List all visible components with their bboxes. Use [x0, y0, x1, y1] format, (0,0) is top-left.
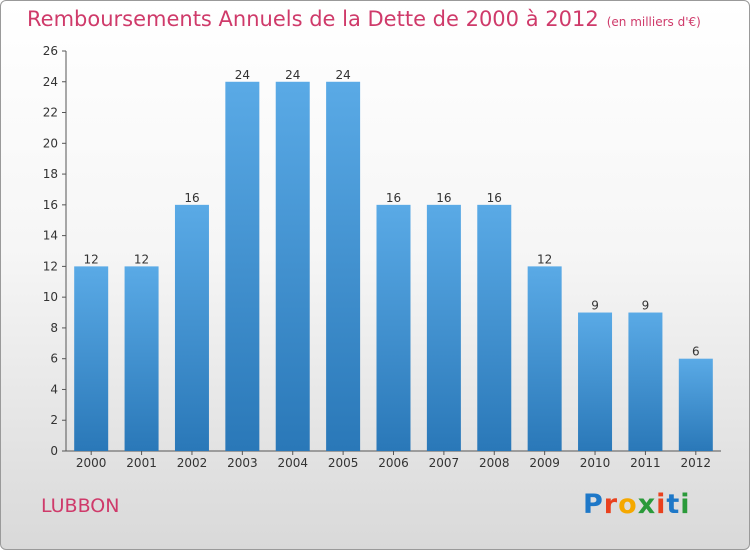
x-tick-label: 2009 [529, 456, 560, 470]
commune-name: LUBBON [41, 495, 120, 517]
data-label: 16 [184, 191, 199, 205]
logo-letter: r [603, 489, 619, 520]
data-label: 16 [487, 191, 502, 205]
x-tick-label: 2005 [328, 456, 359, 470]
y-tick-label: 2 [50, 413, 58, 427]
x-tick-label: 2001 [126, 456, 157, 470]
bar [376, 204, 411, 451]
data-label: 16 [436, 191, 451, 205]
x-tick-label: 2012 [681, 456, 712, 470]
bar [326, 81, 361, 452]
data-label: 6 [692, 345, 700, 359]
y-tick-label: 26 [43, 44, 58, 58]
x-tick-label: 2002 [177, 456, 208, 470]
y-tick-label: 16 [43, 198, 58, 212]
proxiti-logo: Proxiti [583, 489, 691, 520]
x-tick-label: 2010 [580, 456, 611, 470]
x-tick-label: 2007 [429, 456, 460, 470]
chart-title: Remboursements Annuels de la Dette de 20… [27, 7, 701, 31]
y-tick-label: 18 [43, 167, 58, 181]
y-tick-label: 12 [43, 259, 58, 273]
bar [74, 266, 109, 451]
y-tick-label: 4 [50, 382, 58, 396]
data-label: 12 [84, 252, 99, 266]
y-tick-label: 24 [43, 75, 58, 89]
y-tick-label: 20 [43, 136, 58, 150]
bar [275, 81, 310, 452]
x-tick-label: 2011 [630, 456, 661, 470]
data-label: 9 [591, 299, 599, 313]
logo-letter: o [618, 489, 638, 520]
logo-letter: P [583, 489, 604, 520]
bar [527, 266, 562, 451]
bar [124, 266, 159, 451]
x-tick-label: 2003 [227, 456, 258, 470]
data-label: 24 [285, 68, 300, 82]
data-label: 16 [386, 191, 401, 205]
bar [225, 81, 260, 452]
y-tick-label: 8 [50, 321, 58, 335]
bar [628, 312, 663, 451]
bar [426, 204, 461, 451]
x-tick-label: 2006 [378, 456, 409, 470]
data-label: 9 [642, 299, 650, 313]
logo-letter: x [637, 489, 657, 520]
bar [678, 358, 713, 451]
x-tick-label: 2004 [277, 456, 308, 470]
data-label: 12 [134, 252, 149, 266]
x-tick-label: 2008 [479, 456, 510, 470]
data-label: 24 [335, 68, 350, 82]
x-tick-label: 2000 [76, 456, 107, 470]
y-tick-label: 6 [50, 352, 58, 366]
bar [477, 204, 512, 451]
bar [174, 204, 209, 451]
y-tick-label: 0 [50, 444, 58, 458]
data-label: 12 [537, 252, 552, 266]
logo-letter: i [656, 489, 667, 520]
logo-letter: i [680, 489, 691, 520]
chart-subtitle: (en milliers d'€) [606, 15, 701, 29]
logo-letter: t [666, 489, 681, 520]
bar [578, 312, 613, 451]
chart-title-text: Remboursements Annuels de la Dette de 20… [27, 7, 599, 31]
y-tick-label: 14 [43, 229, 58, 243]
y-tick-label: 22 [43, 106, 58, 120]
data-label: 24 [235, 68, 250, 82]
y-tick-label: 10 [43, 290, 58, 304]
